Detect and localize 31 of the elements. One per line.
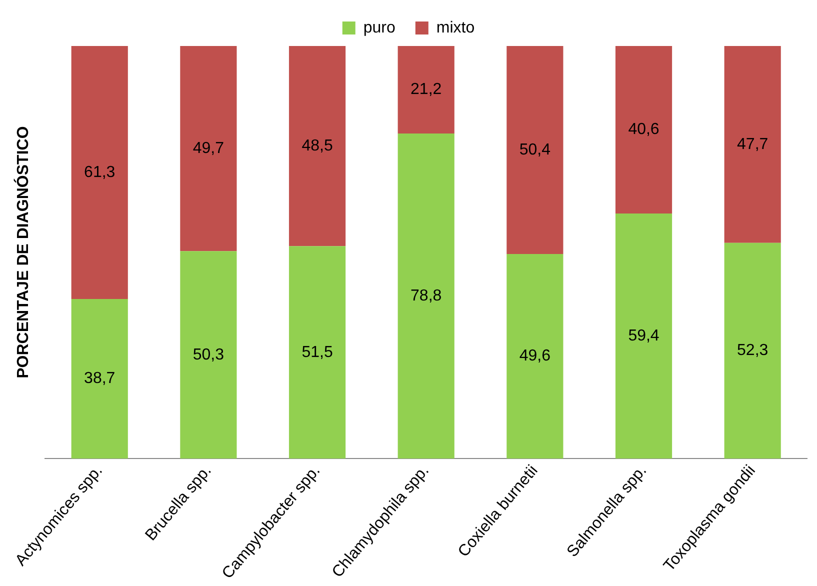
data-label: 40,6 xyxy=(628,121,660,138)
bar xyxy=(615,214,672,459)
bar xyxy=(71,298,128,459)
data-label: 21,2 xyxy=(410,81,442,98)
data-label: 48,5 xyxy=(302,137,333,154)
y-axis-title: PORCENTAJE DE DIAGNÓSTICO xyxy=(13,126,32,378)
data-label: 49,7 xyxy=(192,140,224,157)
bar xyxy=(398,133,454,459)
bar xyxy=(724,242,781,459)
bar xyxy=(71,46,128,299)
data-label: 51,5 xyxy=(302,344,333,361)
data-label: 50,4 xyxy=(519,141,551,158)
bar xyxy=(506,46,564,254)
data-label: 61,3 xyxy=(84,164,116,181)
legend-label: mixto xyxy=(436,19,475,36)
bar xyxy=(506,254,564,459)
data-label: 47,7 xyxy=(737,136,768,153)
bar xyxy=(398,46,454,134)
data-label: 50,3 xyxy=(192,346,224,364)
bar xyxy=(724,46,781,243)
data-label: 38,7 xyxy=(84,370,116,388)
bar xyxy=(288,246,346,459)
data-label: 78,8 xyxy=(410,287,442,304)
bar xyxy=(180,251,237,459)
bar xyxy=(180,46,237,252)
data-label: 52,3 xyxy=(737,342,768,360)
data-label: 49,6 xyxy=(519,348,551,365)
bar xyxy=(288,46,346,246)
bar xyxy=(615,46,672,214)
legend-label: puro xyxy=(363,19,396,36)
data-label: 59,4 xyxy=(628,328,660,345)
